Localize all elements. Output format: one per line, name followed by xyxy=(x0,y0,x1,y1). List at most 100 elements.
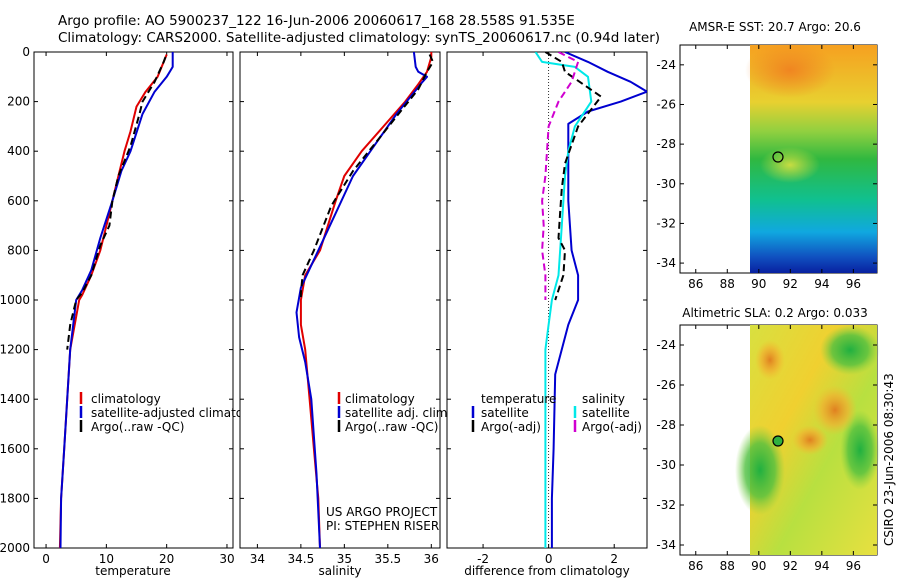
x-tick-label: 10 xyxy=(99,552,114,566)
sst-map-ticks: 86 88 90 92 94 96 -24 -26 -28 -30 -32 -34 xyxy=(656,45,877,291)
argo-position-marker xyxy=(772,151,784,163)
series-line-salinity-satellite xyxy=(534,52,593,548)
difference-y-ticks xyxy=(447,51,647,549)
temperature-xlabel: temperature xyxy=(95,564,170,578)
series-line-temperature-argo xyxy=(544,52,603,301)
legend-label-argo: Argo(..raw -QC) xyxy=(345,420,438,434)
side-stamp: CSIRO 23-Jun-2006 08:30:43 xyxy=(882,373,896,546)
map-x-tick-label: 92 xyxy=(783,277,798,291)
y-tick-label: 200 xyxy=(7,95,30,109)
sla-high-patch-2 xyxy=(792,425,828,455)
map-y-tick-label: -32 xyxy=(656,216,676,230)
sla-high-patch-3 xyxy=(755,340,785,380)
legend-label-sal-satellite: satellite xyxy=(582,406,630,420)
salinity-series xyxy=(295,52,434,548)
map-x-tick-label: 94 xyxy=(814,559,829,573)
map-x-tick-label: 90 xyxy=(751,277,766,291)
x-tick-label: 34 xyxy=(250,552,265,566)
map-y-tick-label: -28 xyxy=(656,137,676,151)
map-x-tick-label: 90 xyxy=(751,559,766,573)
map-y-tick-label: -28 xyxy=(656,418,676,432)
map-y-tick-label: -24 xyxy=(656,58,676,72)
legend-label-satellite: satellite-adjusted climatology xyxy=(91,406,269,420)
x-tick-label: 30 xyxy=(219,552,234,566)
salinity-axes-frame xyxy=(239,51,441,549)
map-y-tick-label: -32 xyxy=(656,498,676,512)
map-x-tick-label: 96 xyxy=(846,277,861,291)
legend-header-temperature: temperature xyxy=(481,392,556,406)
y-tick-label: 1800 xyxy=(0,491,30,505)
temperature-y-ticks: 0 200 400 600 800 1000 1200 1400 1600 1800 2000 xyxy=(0,45,233,555)
legend-header-salinity: salinity xyxy=(582,392,625,406)
project-label: US ARGO PROJECT xyxy=(326,505,438,519)
y-tick-label: 800 xyxy=(7,243,30,257)
x-tick-label: -2 xyxy=(477,552,489,566)
legend-label-sal-argo: Argo(-adj) xyxy=(582,420,642,434)
y-tick-label: 1400 xyxy=(0,392,30,406)
map-x-tick-label: 96 xyxy=(846,559,861,573)
map-y-tick-label: -34 xyxy=(656,538,676,552)
y-tick-label: 1200 xyxy=(0,343,30,357)
temperature-series xyxy=(58,52,174,548)
difference-series xyxy=(534,52,647,548)
map-x-tick-label: 88 xyxy=(720,559,735,573)
sla-low-patch-2 xyxy=(735,425,785,515)
difference-panel: -2 0 2 difference from climatology tempera… xyxy=(446,51,648,578)
series-line-climatology xyxy=(299,52,433,548)
difference-xlabel: difference from climatology xyxy=(464,564,630,578)
map-y-tick-label: -34 xyxy=(656,256,676,270)
series-line-argo xyxy=(66,56,167,350)
temperature-panel: 0 200 400 600 800 1000 1200 1400 1600 1800 2000 0 1… xyxy=(0,45,269,578)
map-x-tick-label: 86 xyxy=(688,559,703,573)
title-line-1: Argo profile: AO 5900237_122 16-Jun-2006… xyxy=(58,13,575,29)
temperature-x-ticks: 0 10 20 30 xyxy=(42,52,235,566)
x-tick-label: 2 xyxy=(610,552,618,566)
y-tick-label: 1000 xyxy=(0,293,30,307)
sst-map-title: AMSR-E SST: 20.7 Argo: 20.6 xyxy=(689,20,861,34)
sst-warm-patch xyxy=(745,42,835,98)
x-tick-label: 34.5 xyxy=(288,552,315,566)
difference-axes-frame xyxy=(446,51,648,549)
map-x-tick-label: 94 xyxy=(814,277,829,291)
y-tick-label: 1600 xyxy=(0,442,30,456)
argo-position-marker xyxy=(772,435,784,447)
x-tick-label: 0 xyxy=(42,552,50,566)
map-y-tick-label: -30 xyxy=(656,177,676,191)
map-y-tick-label: -26 xyxy=(656,97,676,111)
sst-front-patch xyxy=(760,147,820,183)
map-y-tick-label: -30 xyxy=(656,458,676,472)
salinity-y-ticks xyxy=(240,51,440,549)
y-tick-label: 0 xyxy=(22,45,30,59)
salinity-legend: climatology satellite adj. clim. Argo(..… xyxy=(337,392,451,434)
x-tick-label: 35.5 xyxy=(374,552,401,566)
sla-map-ticks: 86 88 90 92 94 96 -24 -26 -28 -30 -32 -34 xyxy=(656,325,877,573)
series-line-satellite xyxy=(295,52,428,548)
legend-label-temp-argo: Argo(-adj) xyxy=(481,420,541,434)
series-line-satellite xyxy=(59,52,174,548)
salinity-xlabel: salinity xyxy=(318,564,361,578)
difference-legend: temperature satellite Argo(-adj) salinit… xyxy=(471,392,642,434)
sla-map: Altimetric SLA: 0.2 Argo: 0.033 86 88 90 92… xyxy=(656,306,880,573)
sst-map: AMSR-E SST: 20.7 Argo: 20.6 86 88 90 92 94 96… xyxy=(656,20,878,291)
x-tick-label: 36 xyxy=(424,552,439,566)
series-line-argo xyxy=(299,54,434,300)
x-tick-label: 35 xyxy=(337,552,352,566)
map-y-tick-label: -26 xyxy=(656,378,676,392)
title-line-2: Climatology: CARS2000. Satellite-adjuste… xyxy=(58,30,660,46)
legend-label-temp-satellite: satellite xyxy=(481,406,529,420)
salinity-x-ticks: 34 34.5 35 35.5 36 xyxy=(250,52,439,566)
x-tick-label: 20 xyxy=(159,552,174,566)
sla-low-patch-3 xyxy=(840,410,880,490)
temperature-legend: climatology satellite-adjusted climatolo… xyxy=(79,392,269,434)
map-x-tick-label: 88 xyxy=(720,277,735,291)
y-tick-label: 2000 xyxy=(0,541,30,555)
sla-map-title: Altimetric SLA: 0.2 Argo: 0.033 xyxy=(682,306,867,320)
series-line-salinity-argo xyxy=(541,52,580,300)
y-tick-label: 400 xyxy=(7,144,30,158)
map-x-tick-label: 86 xyxy=(688,277,703,291)
map-y-tick-label: -24 xyxy=(656,338,676,352)
pi-label: PI: STEPHEN RISER xyxy=(326,519,439,533)
legend-label-climatology: climatology xyxy=(91,392,161,406)
map-x-tick-label: 92 xyxy=(783,559,798,573)
salinity-panel: 34 34.5 35 35.5 36 salinity climatology sate… xyxy=(239,51,451,578)
